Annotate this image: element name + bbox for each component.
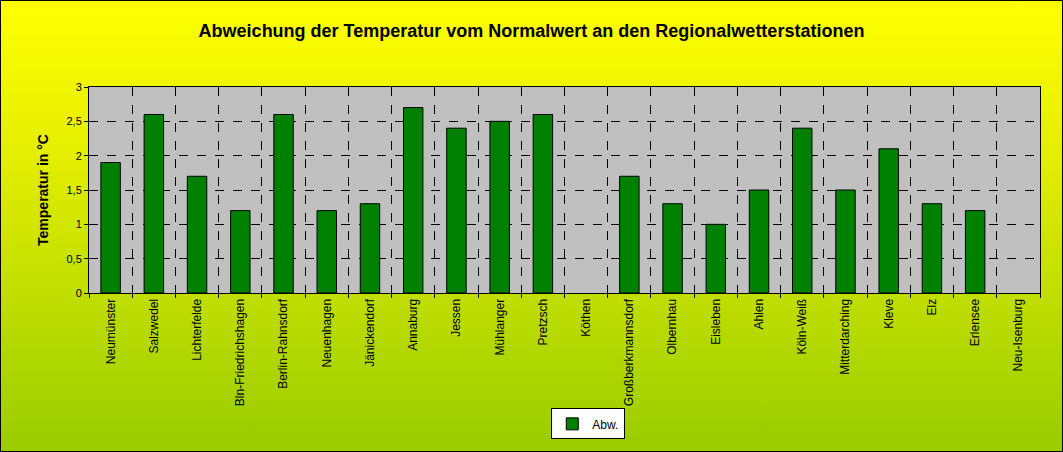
svg-text:Jessen: Jessen <box>449 299 463 337</box>
svg-text:0: 0 <box>76 287 82 299</box>
svg-text:Mühlanger: Mühlanger <box>493 299 507 356</box>
svg-text:2,5: 2,5 <box>67 115 82 127</box>
svg-text:Kleve: Kleve <box>882 298 896 328</box>
svg-text:Großberkmannsdorf: Großberkmannsdorf <box>622 298 636 406</box>
svg-text:Eisleben: Eisleben <box>709 299 723 345</box>
svg-text:Berlin-Rahnsdorf: Berlin-Rahnsdorf <box>276 298 290 389</box>
svg-text:Jänickendorf: Jänickendorf <box>363 298 377 367</box>
svg-text:Neuenhagen: Neuenhagen <box>320 299 334 368</box>
svg-text:Elz: Elz <box>925 299 939 316</box>
svg-text:Abweichung der Temperatur vom: Abweichung der Temperatur vom Normalwert… <box>199 21 865 41</box>
svg-text:Salzwedel: Salzwedel <box>147 299 161 354</box>
svg-text:2: 2 <box>76 150 82 162</box>
svg-text:Pretzsch: Pretzsch <box>536 299 550 346</box>
svg-text:0,5: 0,5 <box>67 253 82 265</box>
svg-text:Köln-Weiß: Köln-Weiß <box>795 299 809 355</box>
svg-text:Mitterdarching: Mitterdarching <box>838 299 852 375</box>
svg-text:Lichterfelde: Lichterfelde <box>190 298 204 360</box>
svg-text:3: 3 <box>76 81 82 93</box>
svg-text:Olbernhau: Olbernhau <box>665 299 679 355</box>
svg-text:1: 1 <box>76 218 82 230</box>
svg-text:1,5: 1,5 <box>67 184 82 196</box>
svg-text:Neu-Isenburg: Neu-Isenburg <box>1011 299 1025 372</box>
svg-text:Temperatur in °C: Temperatur in °C <box>35 134 51 246</box>
svg-text:Erlensee: Erlensee <box>968 298 982 346</box>
svg-text:Abw.: Abw. <box>592 418 618 432</box>
svg-text:Ahlen: Ahlen <box>752 299 766 330</box>
svg-text:Bln-Friedrichshagen: Bln-Friedrichshagen <box>233 299 247 406</box>
svg-text:Annaburg: Annaburg <box>406 299 420 351</box>
svg-text:Köthen: Köthen <box>579 299 593 337</box>
svg-text:Neumünster: Neumünster <box>104 299 118 364</box>
